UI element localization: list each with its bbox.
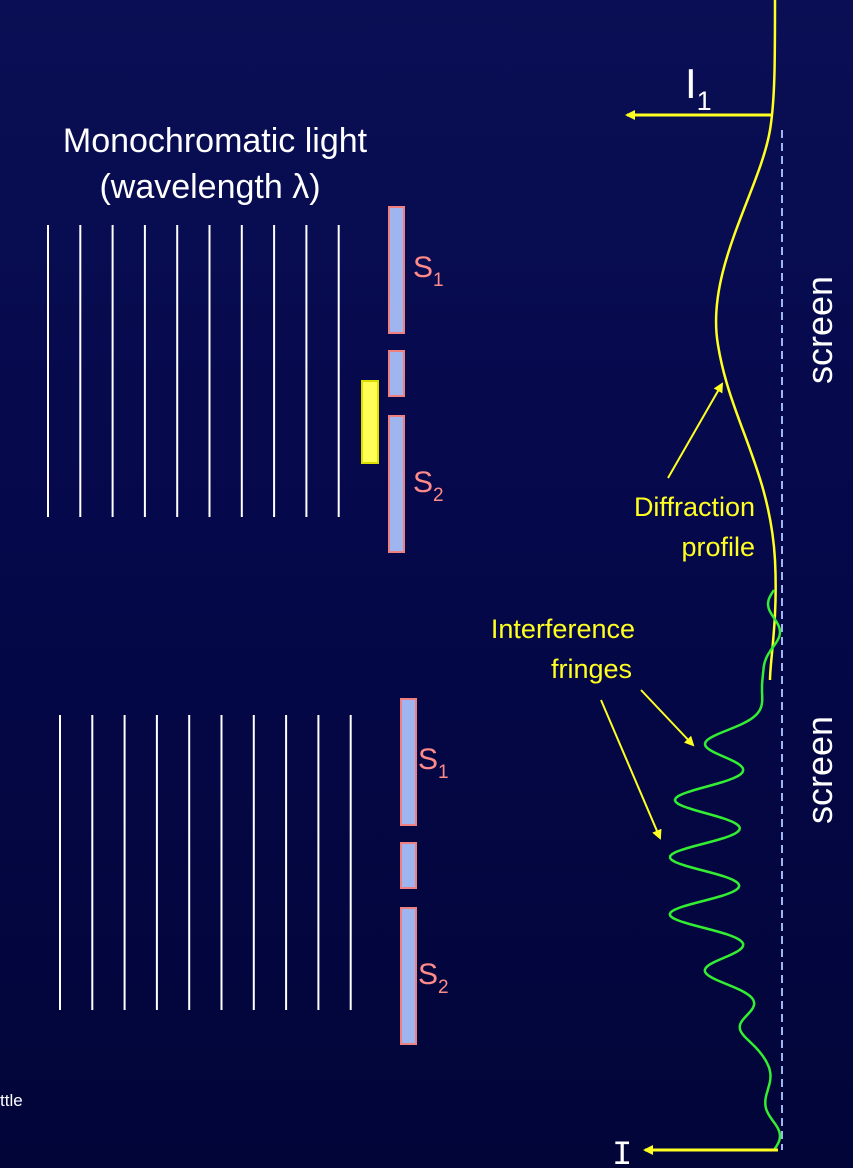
diffraction-pointer-arrow [667,382,723,479]
barrier-bottom-middle [400,842,417,889]
wavefronts-top [47,225,340,517]
intensity-label-bottom: I [612,1137,632,1168]
wavefronts-bottom [59,715,352,1010]
diffraction-profile-curve [714,0,777,681]
interference-pointer-arrow-2 [600,699,662,840]
title-line-2: (wavelength λ) [99,168,320,206]
screen-label-bottom: screen [799,716,840,824]
footer-text: ttle [0,1091,23,1110]
barrier-top-lower [388,415,405,553]
slit-label-top-s2: S2 [413,466,444,506]
barrier-bottom-upper [400,698,417,826]
interference-fringes-curve [668,589,782,1151]
diffraction-label-line-2: profile [681,532,755,562]
cover-plate [361,380,379,464]
slit-label-bottom-s2: S2 [418,958,449,998]
slit-label-top-s1: S1 [413,251,444,291]
intensity-label-top: I1 [685,60,712,116]
slit-barrier-top [388,206,405,553]
barrier-bottom-lower [400,907,417,1045]
barrier-top-upper [388,206,405,334]
slit-label-bottom-s1: S1 [418,743,449,783]
screen-label-top: screen [799,276,840,384]
slit-barrier-bottom [400,698,417,1045]
interference-label-line-2: fringes [551,654,632,684]
interference-label-line-1: Interference [491,614,635,644]
interference-pointer-arrow-1 [640,689,695,747]
title-line-1: Monochromatic light [63,122,368,160]
diffraction-label-line-1: Diffraction [634,492,755,522]
barrier-top-middle [388,350,405,397]
